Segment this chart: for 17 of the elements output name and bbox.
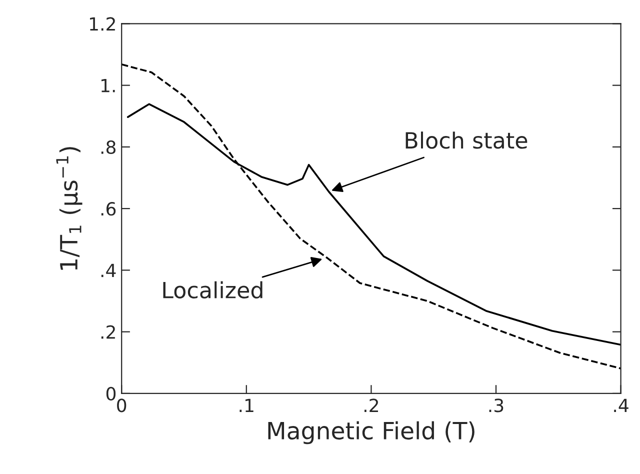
x-tick-label: .4 xyxy=(614,398,628,412)
x-tick-label: .2 xyxy=(364,398,378,412)
y-tick-label: .4 xyxy=(101,264,116,278)
y-tick-label: .8 xyxy=(101,140,116,154)
x-tick-label: .3 xyxy=(489,398,504,412)
y-tick-label: .6 xyxy=(101,202,116,216)
y-tick-label: .2 xyxy=(101,325,115,339)
y-tick-label: 1. xyxy=(101,79,115,92)
x-tick-label: .1 xyxy=(240,398,254,412)
annotation: Localized xyxy=(163,281,262,299)
y-tick-label: 1.2 xyxy=(90,17,115,31)
y-tick-label: 0 xyxy=(106,386,116,401)
x-tick-label: 0 xyxy=(117,398,126,412)
annotation: Bloch state xyxy=(406,132,528,149)
y-axis-title: 1/T$_{1}$ (μs$^{−1}$) xyxy=(56,147,82,270)
line-series xyxy=(122,63,621,370)
x-axis-title: Magnetic Field (T) xyxy=(268,421,474,444)
